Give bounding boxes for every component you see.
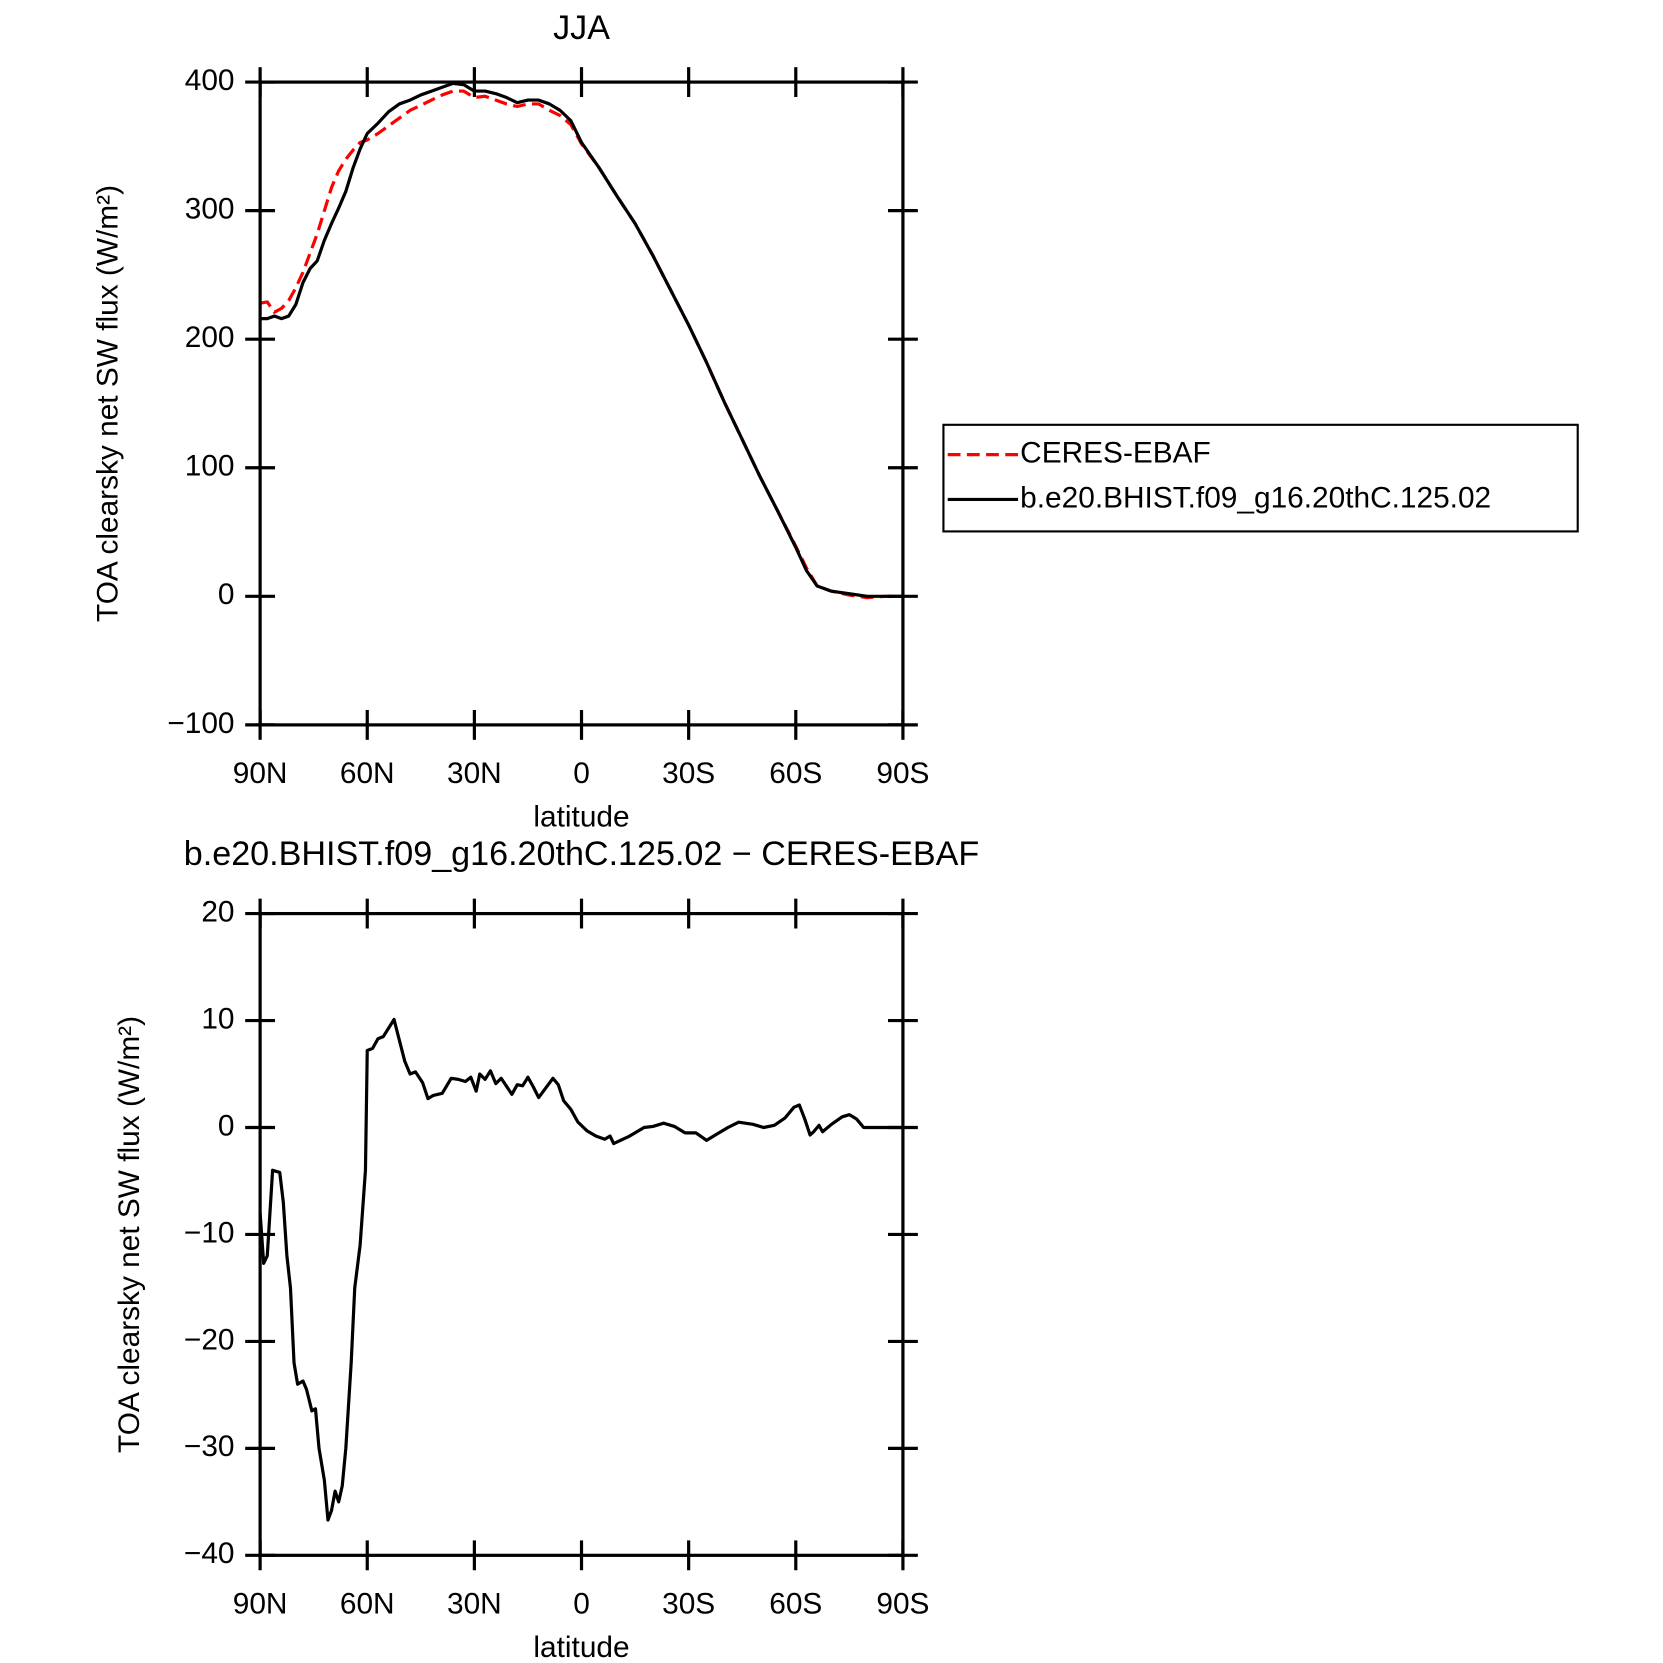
x-tick-label: 60S <box>769 757 822 790</box>
y-tick-label: 400 <box>185 64 235 97</box>
y-tick-label: −10 <box>184 1216 235 1249</box>
y-tick-label: −100 <box>167 707 234 740</box>
y-tick-label: 300 <box>185 193 235 226</box>
x-tick-label: 0 <box>573 757 590 790</box>
y-tick-label: −30 <box>184 1430 235 1463</box>
y-axis-label: TOA clearsky net SW flux (W/m²) <box>113 1016 146 1453</box>
y-tick-label: −20 <box>184 1323 235 1356</box>
x-tick-label: 60N <box>340 757 395 790</box>
data-line <box>259 89 903 600</box>
x-tick-label: 30S <box>662 1587 715 1620</box>
x-axis-label: latitude <box>533 801 629 834</box>
plot-frame <box>258 80 905 727</box>
x-tick-label: 30N <box>447 1587 502 1620</box>
y-tick-label: 200 <box>185 321 235 354</box>
legend-box <box>942 423 1579 533</box>
chart-title: JJA <box>553 9 610 47</box>
y-axis-label: TOA clearsky net SW flux (W/m²) <box>92 185 125 622</box>
legend-label: CERES-EBAF <box>1020 437 1211 470</box>
data-line <box>258 1017 903 1522</box>
x-tick-label: 90S <box>876 1587 929 1620</box>
x-tick-label: 30N <box>447 757 502 790</box>
legend-label: b.e20.BHIST.f09_g16.20thC.125.02 <box>1020 481 1491 514</box>
x-tick-label: 90N <box>233 757 288 790</box>
x-tick-label: 60N <box>340 1587 395 1620</box>
y-tick-label: 100 <box>185 450 235 483</box>
x-tick-label: 60S <box>769 1587 822 1620</box>
y-tick-label: 0 <box>218 1109 235 1142</box>
x-tick-label: 90S <box>876 757 929 790</box>
x-tick-label: 90N <box>233 1587 288 1620</box>
y-tick-label: 20 <box>201 895 234 928</box>
y-tick-label: −40 <box>184 1537 235 1570</box>
x-tick-label: 0 <box>573 1587 590 1620</box>
y-tick-label: 10 <box>201 1002 234 1035</box>
y-tick-label: 0 <box>218 578 235 611</box>
plot-frame <box>258 911 905 1557</box>
chart-title: b.e20.BHIST.f09_g16.20thC.125.02 − CERES… <box>184 835 979 873</box>
x-axis-label: latitude <box>533 1631 629 1663</box>
x-tick-label: 30S <box>662 757 715 790</box>
data-line <box>260 81 903 598</box>
